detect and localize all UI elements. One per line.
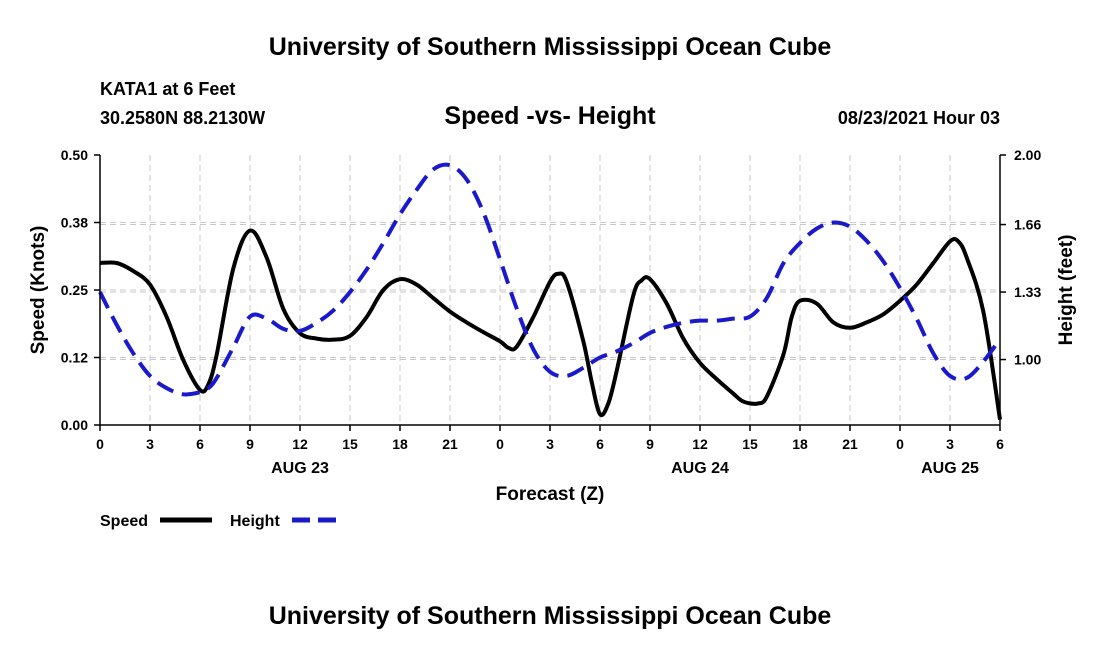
x-tick-label: 3: [546, 436, 554, 452]
x-tick-label: 6: [996, 436, 1004, 452]
date-label: AUG 23: [271, 460, 329, 477]
x-tick-label: 0: [896, 436, 904, 452]
tick-labels: 0 3 6 9 12 15 18 21 0 3 6 9 12 15 18 21 0 3 6 AUG 23 AUG 24 A…: [61, 147, 1042, 477]
x-tick-label: 9: [646, 436, 654, 452]
date-label: AUG 25: [921, 460, 979, 477]
grid-lines: [100, 155, 1000, 425]
y2-tick-label: 1.66: [1014, 217, 1041, 233]
legend-label-height: Height: [230, 513, 280, 530]
y2-tick-label: 1.00: [1014, 352, 1041, 368]
x-axis-label: Forecast (Z): [496, 484, 605, 505]
y-tick-label: 0.25: [61, 282, 88, 298]
y2-tick-label: 1.33: [1014, 284, 1041, 300]
station-coords: 30.2580N 88.2130W: [100, 108, 265, 128]
chart-title: Speed -vs- Height: [444, 102, 656, 130]
issued-time: 08/23/2021 Hour 03: [838, 108, 1000, 128]
series-layer: [98, 162, 1002, 420]
y2-tick-label: 2.00: [1014, 147, 1041, 163]
x-tick-label: 12: [692, 436, 708, 452]
legend: Speed Height: [100, 513, 343, 530]
x-tick-label: 9: [246, 436, 254, 452]
page-title-top: University of Southern Mississippi Ocean…: [269, 33, 832, 61]
x-tick-label: 15: [342, 436, 358, 452]
date-label: AUG 24: [671, 460, 729, 477]
y-tick-label: 0.50: [61, 147, 88, 163]
y-tick-label: 0.12: [61, 350, 88, 366]
x-tick-label: 21: [442, 436, 458, 452]
x-tick-label: 3: [146, 436, 154, 452]
y2-axis-label: Height (feet): [1056, 235, 1077, 346]
axes: [94, 154, 1006, 431]
page-title-bottom: University of Southern Mississippi Ocean…: [269, 602, 832, 630]
y-tick-label: 0.38: [61, 215, 88, 231]
x-tick-label: 15: [742, 436, 758, 452]
x-tick-label: 18: [792, 436, 808, 452]
legend-label-speed: Speed: [100, 513, 148, 530]
x-tick-label: 18: [392, 436, 408, 452]
x-tick-label: 0: [96, 436, 104, 452]
series-line-height: [98, 162, 1002, 397]
y-tick-label: 0.00: [61, 417, 88, 433]
y-axis-label: Speed (Knots): [28, 226, 49, 355]
x-tick-label: 0: [496, 436, 504, 452]
station-label: KATA1 at 6 Feet: [100, 79, 235, 99]
x-tick-label: 12: [292, 436, 308, 452]
x-tick-label: 21: [842, 436, 858, 452]
x-tick-label: 6: [196, 436, 204, 452]
x-tick-label: 3: [946, 436, 954, 452]
series-line-speed: [99, 228, 1002, 420]
x-tick-label: 6: [596, 436, 604, 452]
